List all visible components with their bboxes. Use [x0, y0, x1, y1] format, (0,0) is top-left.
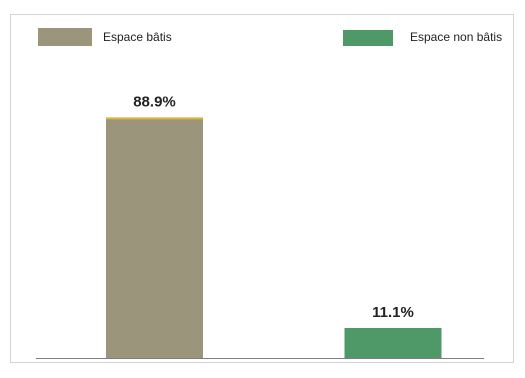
legend-swatch-espace-non-batis — [343, 30, 393, 46]
legend-swatch-espace-batis — [38, 28, 92, 46]
chart-frame — [10, 14, 514, 363]
legend-label-espace-batis: Espace bâtis — [103, 30, 172, 44]
data-label-espace-non-batis: 11.1% — [372, 304, 414, 321]
legend-label-espace-non-batis: Espace non bâtis — [410, 30, 502, 44]
bar-espace-batis-top-edge — [106, 117, 203, 120]
legend: Espace bâtis Espace non bâtis — [38, 28, 502, 46]
bar-espace-non-batis — [344, 327, 442, 358]
bar-espace-batis — [106, 117, 203, 358]
bars — [106, 117, 442, 358]
data-label-espace-batis: 88.9% — [133, 93, 176, 110]
